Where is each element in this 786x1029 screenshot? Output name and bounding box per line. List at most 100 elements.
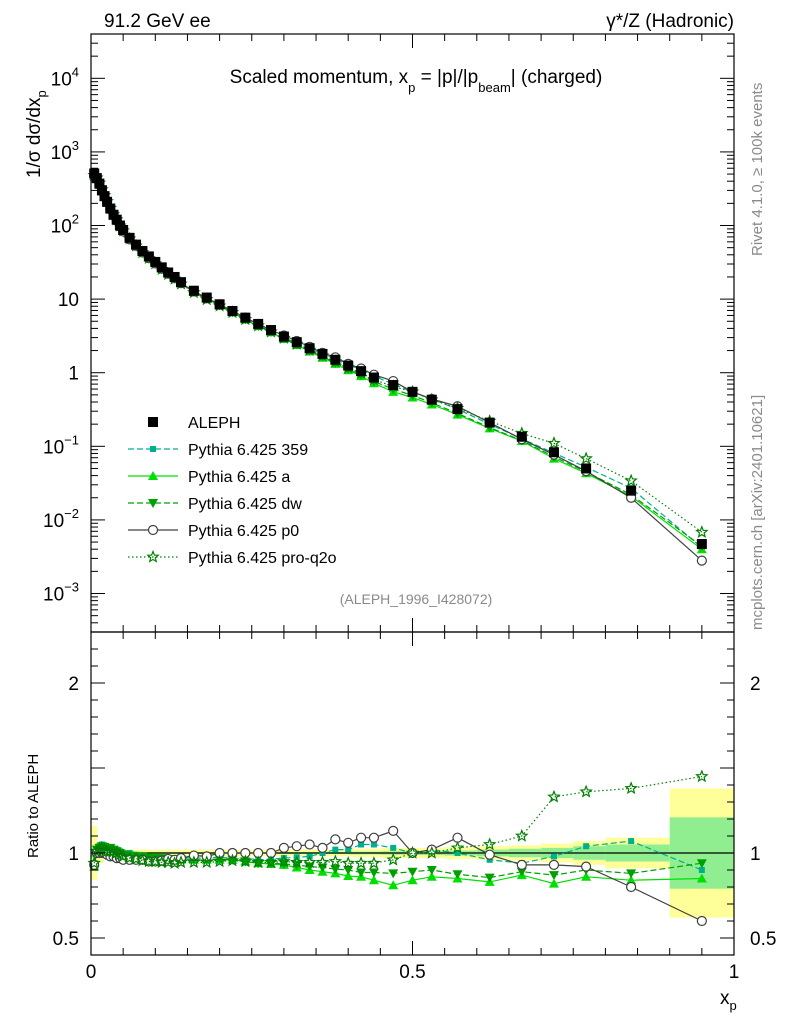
ratio-point-q2o	[328, 854, 343, 868]
legend-label-q2o: Pythia 6.425 pro-q2o	[188, 550, 337, 567]
ylabel-main: 1/σ dσ/dx	[24, 97, 45, 178]
legend-marker-p0	[147, 524, 159, 536]
ratio-point-dw	[227, 855, 238, 865]
point-data	[356, 366, 367, 377]
analysis-id-label: (ALEPH_1996_I428072)	[340, 591, 493, 607]
y-tick-exp: −1	[64, 432, 79, 447]
point-data	[96, 185, 107, 196]
point-data	[188, 285, 199, 296]
y-tick-base: 10	[58, 290, 79, 311]
point-data	[581, 463, 592, 474]
series-data	[89, 168, 707, 550]
ratio-point-q2o	[238, 854, 253, 868]
title-part-1: Scaled momentum, x	[230, 67, 409, 88]
point-data	[91, 173, 102, 184]
ratio-point-dw	[343, 866, 354, 875]
ratio-point-dw	[626, 869, 637, 879]
ratio-y-tick-label-left: 0.5	[53, 929, 79, 950]
title-sub-2: beam	[478, 80, 511, 95]
ratio-point-q2o	[547, 789, 561, 803]
ratio-point-a	[426, 871, 437, 881]
ratio-point-q2o	[87, 856, 102, 869]
ratio-point-dw	[253, 859, 264, 869]
point-data	[240, 312, 251, 323]
y-tick-base: 1	[68, 364, 79, 385]
legend-label-data: ALEPH	[188, 415, 240, 432]
series-a	[89, 171, 707, 554]
point-data	[388, 380, 399, 391]
x-tick-label: 0	[86, 962, 97, 983]
y-tick-exp: 3	[72, 138, 79, 153]
ratio-point-q2o	[386, 852, 400, 866]
point-q2o	[624, 473, 638, 487]
ratio-point-q2o	[174, 855, 188, 869]
y-tick-exp: 4	[72, 64, 79, 79]
y-tick-label: 102	[51, 212, 79, 238]
y-tick-label: 103	[51, 138, 79, 164]
ratio-point-p0	[388, 825, 399, 837]
point-data	[291, 337, 302, 348]
ratio-point-q2o	[695, 769, 709, 783]
point-data	[317, 348, 328, 359]
ratio-point-q2o	[129, 851, 143, 865]
legend-marker-dw	[148, 499, 158, 508]
point-q2o	[547, 436, 561, 450]
ratio-point-q2o	[199, 855, 214, 869]
point-data	[484, 417, 495, 428]
series-q2o	[87, 168, 709, 539]
point-data	[368, 372, 379, 383]
ratio-point-a	[388, 880, 399, 890]
point-data	[137, 246, 148, 257]
point-data	[156, 262, 167, 273]
ratio-point-a	[368, 875, 379, 885]
ratio-point-p359	[550, 853, 557, 860]
ratio-y-axis-label: Ratio to ALEPH	[25, 754, 42, 858]
ratio-point-p0	[548, 859, 560, 871]
ratio-point-q2o	[450, 840, 465, 854]
ratio-point-q2o	[289, 855, 304, 869]
point-data	[131, 239, 142, 250]
header-process-label: γ*/Z (Hadronic)	[606, 11, 734, 32]
x-tick-label: 0.5	[399, 962, 425, 983]
ratio-point-q2o	[482, 837, 497, 851]
y-tick-exp: −3	[64, 580, 79, 595]
x-tick-label: 1	[729, 962, 740, 983]
legend-label-dw: Pythia 6.425 dw	[188, 496, 302, 513]
ratio-point-dw	[330, 865, 341, 875]
ratio-y-tick-label-left: 2	[68, 674, 79, 695]
point-data	[201, 292, 212, 303]
point-q2o	[579, 451, 593, 465]
line-a	[93, 175, 703, 550]
y-tick-label: 104	[51, 64, 79, 90]
main-plot-area	[87, 168, 709, 566]
ratio-point-q2o	[277, 854, 291, 868]
main-panel-frame	[90, 33, 735, 633]
title-sub-1: p	[408, 80, 415, 95]
y-tick-exp: 2	[72, 212, 79, 227]
ratio-point-q2o	[167, 856, 182, 869]
point-data	[102, 196, 113, 207]
point-data	[143, 251, 154, 262]
ratio-point-q2o	[341, 856, 355, 869]
ratio-point-p0	[626, 881, 637, 893]
point-p0	[696, 555, 707, 566]
ratio-point-q2o	[579, 784, 593, 798]
x-axis-label: xp	[720, 988, 737, 1013]
ratio-point-dw	[388, 869, 399, 879]
xlabel-main: x	[720, 988, 730, 1009]
point-data	[111, 214, 122, 225]
series-p0	[89, 170, 707, 566]
point-data	[426, 394, 437, 405]
ratio-point-a	[696, 873, 707, 883]
point-data	[330, 354, 341, 365]
ratio-point-q2o	[354, 856, 368, 869]
ratio-point-q2o	[425, 845, 439, 859]
legend-label-p359: Pythia 6.425 359	[188, 442, 308, 459]
legend-marker-q2o	[146, 549, 160, 563]
ratio-point-q2o	[264, 855, 278, 869]
ratio-point-p359	[268, 855, 275, 862]
point-data	[169, 271, 180, 282]
point-data	[124, 232, 135, 243]
